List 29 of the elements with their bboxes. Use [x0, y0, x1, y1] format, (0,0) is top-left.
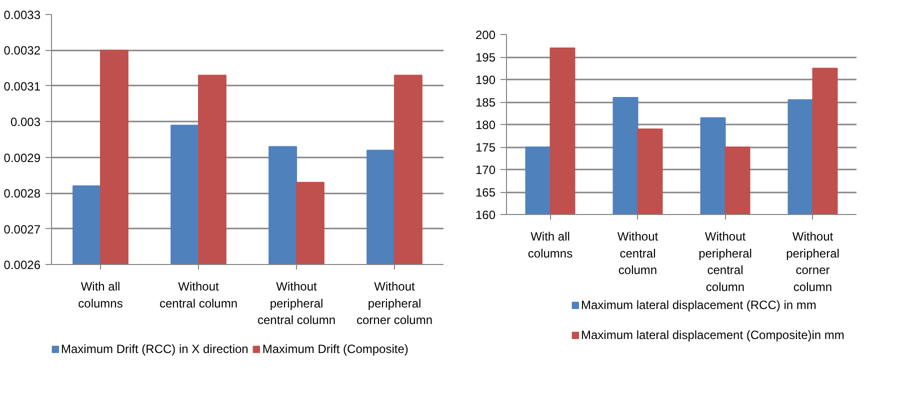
y-tick-label: 0.0032	[4, 44, 41, 58]
y-tick-label: 185	[475, 96, 496, 110]
x-tick-label: Without peripheral corner column	[356, 280, 433, 328]
legend-label: Maximum Drift (Composite)	[262, 342, 408, 356]
y-tick-label: 170	[475, 163, 496, 177]
x-tick-label: Without peripheral corner column	[786, 230, 840, 294]
legend-label: Maximum lateral displacement (RCC) in mm	[581, 298, 816, 312]
y-tick-label: 200	[475, 28, 496, 42]
y-tick-label: 0.0031	[4, 79, 41, 94]
y-tick-label: 180	[475, 118, 496, 132]
y-tick-label: 195	[475, 50, 496, 64]
y-tick-label: 190	[475, 73, 496, 87]
y-tick-label: 0.0026	[4, 258, 41, 272]
x-tick-label: With all columns	[78, 280, 123, 310]
legend-label: Maximum Drift (RCC) in X direction	[61, 342, 248, 356]
y-tick-label: 160	[475, 208, 496, 222]
y-tick-label: 165	[475, 186, 496, 200]
x-tick-label: Without central column	[159, 280, 238, 310]
y-tick-label: 0.0033	[4, 8, 41, 22]
x-tick-label: Without central column	[617, 230, 659, 278]
y-tick-label: 0.003	[10, 115, 41, 130]
legend-label: Maximum lateral displacement (Composite)in mm	[581, 328, 844, 342]
x-tick-label: Without peripheral central column	[698, 230, 752, 294]
y-tick-label: 0.0028	[4, 186, 41, 201]
x-tick-label: With all columns	[528, 230, 573, 260]
y-tick-label: 0.0027	[4, 222, 41, 236]
y-tick-label: 0.0029	[4, 150, 41, 165]
x-tick-label: Without peripheral central column	[257, 280, 336, 328]
y-tick-label: 175	[475, 140, 496, 154]
